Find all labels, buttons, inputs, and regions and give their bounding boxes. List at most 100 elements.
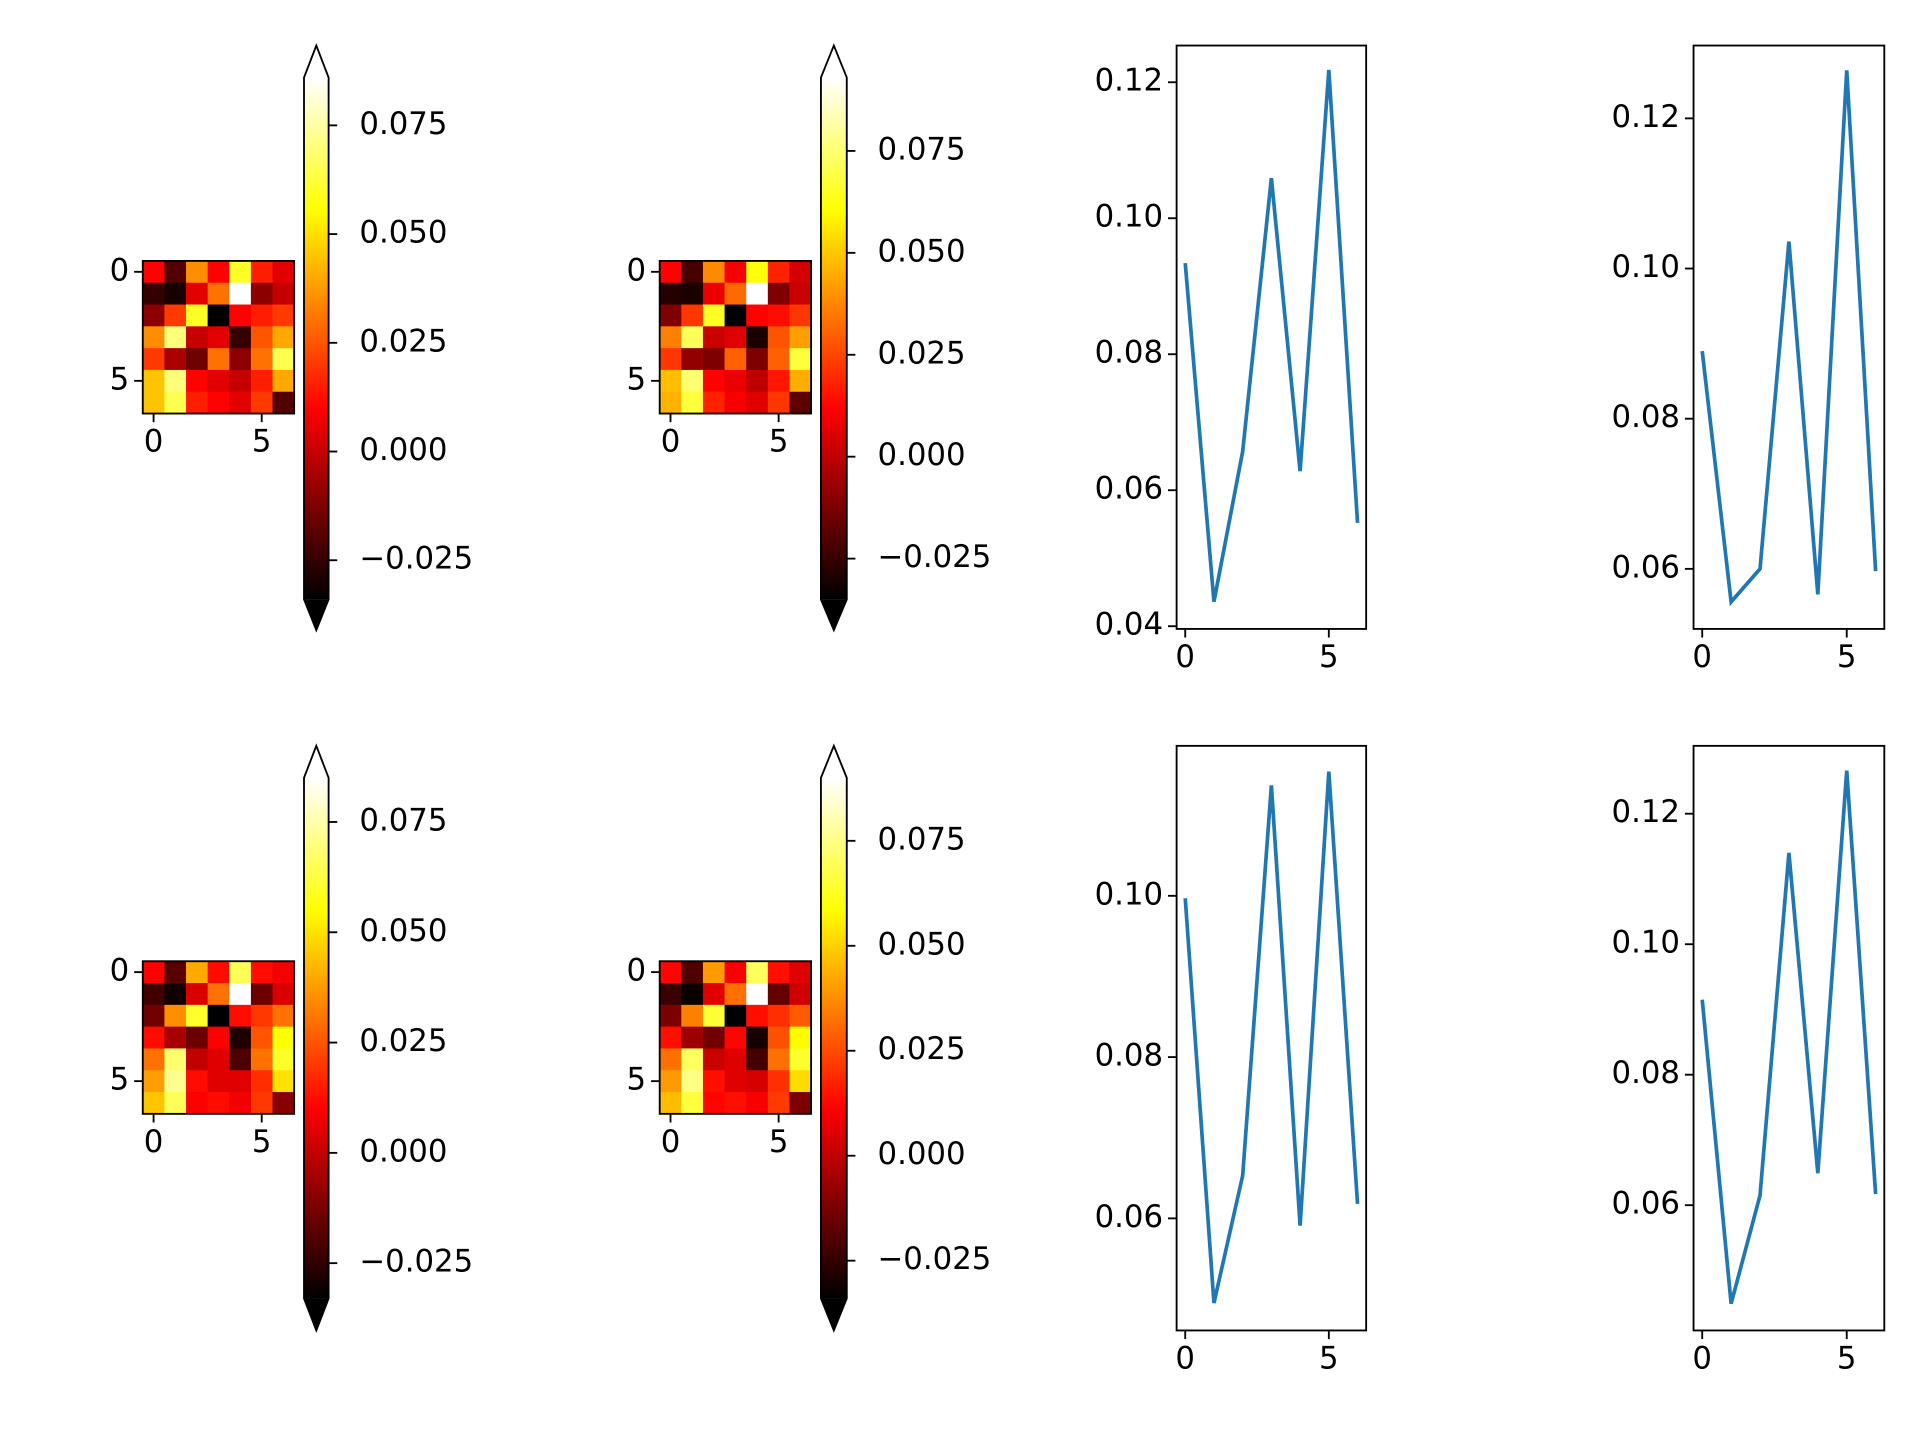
colorbar-extend bbox=[820, 745, 847, 778]
heatmap-cell bbox=[250, 260, 274, 284]
heatmap-cell bbox=[767, 326, 791, 349]
heatmap-cell bbox=[659, 1092, 682, 1115]
heatmap-cell bbox=[746, 1004, 769, 1028]
heatmap-cell bbox=[142, 260, 166, 284]
heatmap-cell bbox=[272, 260, 295, 284]
heatmap-cell bbox=[142, 1048, 166, 1071]
y-tick-label: 0.08 bbox=[1612, 399, 1680, 435]
heatmap-cell bbox=[746, 983, 769, 1006]
colorbar-tick-label: 0.075 bbox=[878, 821, 966, 857]
heatmap-cell bbox=[164, 391, 187, 415]
heatmap-cell bbox=[724, 1070, 747, 1093]
heatmap-cell bbox=[186, 348, 209, 371]
heatmap-cell bbox=[186, 369, 209, 393]
heatmap-cell bbox=[767, 1026, 791, 1050]
heatmap-cell bbox=[207, 348, 230, 371]
heatmap-cell bbox=[746, 391, 769, 415]
heatmap-cell bbox=[142, 1070, 166, 1093]
heatmap-cell bbox=[746, 1092, 769, 1115]
heatmap-cell bbox=[746, 282, 769, 306]
heatmap-cell bbox=[659, 326, 682, 349]
heatmap-cell bbox=[272, 1048, 295, 1071]
heatmap-cell bbox=[164, 369, 187, 393]
heatmap-cell bbox=[724, 961, 747, 984]
x-tick-label: 5 bbox=[252, 424, 272, 460]
colorbar-extend bbox=[304, 745, 329, 778]
heatmap-cell bbox=[250, 1004, 274, 1028]
colorbar-tick-label: 0.000 bbox=[359, 1133, 447, 1169]
heatmap-cell bbox=[207, 983, 230, 1006]
heatmap-cell bbox=[702, 1026, 726, 1050]
heatmap-cell bbox=[724, 1004, 747, 1028]
heatmap-cell bbox=[659, 391, 682, 415]
heatmap-cell bbox=[272, 326, 295, 349]
heatmap-cell bbox=[724, 348, 747, 371]
heatmap-cell bbox=[702, 282, 726, 306]
heatmap-cell bbox=[702, 961, 726, 984]
heatmap-cell bbox=[767, 1070, 791, 1093]
x-tick-label: 0 bbox=[1692, 1340, 1712, 1376]
x-tick-label: 0 bbox=[1175, 1340, 1195, 1376]
heatmap-cell bbox=[164, 1092, 187, 1115]
axes-frame bbox=[141, 960, 296, 1115]
heatmap-cell bbox=[724, 983, 747, 1006]
colorbar-extend bbox=[820, 45, 847, 78]
heatmap-cell bbox=[207, 1070, 230, 1093]
axes-frame bbox=[141, 260, 296, 415]
heatmap-cell bbox=[789, 961, 812, 984]
heatmap-cell bbox=[272, 282, 295, 306]
heatmap-cell bbox=[164, 304, 187, 327]
heatmap-cell bbox=[272, 961, 295, 984]
heatmap-cell bbox=[207, 391, 230, 415]
heatmap-cell bbox=[789, 348, 812, 371]
heatmap-cell bbox=[250, 1070, 274, 1093]
y-tick-label: 0.10 bbox=[1095, 876, 1163, 912]
axes-frame bbox=[1175, 44, 1368, 630]
x-tick-label: 0 bbox=[144, 1124, 164, 1160]
heatmap-cell bbox=[746, 348, 769, 371]
heatmap-cell bbox=[164, 326, 187, 349]
colorbar-extend bbox=[304, 599, 329, 631]
y-tick-label: 0.06 bbox=[1612, 1186, 1680, 1222]
heatmap-cell bbox=[746, 369, 769, 393]
heatmap-cell bbox=[229, 1048, 252, 1071]
axes-frame bbox=[1692, 744, 1886, 1332]
heatmap-cell bbox=[250, 304, 274, 327]
heatmap-cell bbox=[724, 369, 747, 393]
heatmap-cell bbox=[207, 326, 230, 349]
heatmap-cell bbox=[272, 1026, 295, 1050]
heatmap-cell bbox=[250, 326, 274, 349]
heatmap-cell bbox=[142, 983, 166, 1006]
heatmap-cell bbox=[186, 304, 209, 327]
heatmap-cell bbox=[207, 961, 230, 984]
x-tick-label: 5 bbox=[769, 424, 789, 460]
heatmap-cell bbox=[702, 348, 726, 371]
heatmap-cell bbox=[142, 1004, 166, 1028]
colorbar-extend bbox=[304, 1298, 329, 1331]
colorbar-tick-label: 0.025 bbox=[359, 1023, 447, 1059]
heatmap-cell bbox=[229, 304, 252, 327]
heatmap-cell bbox=[142, 1092, 166, 1115]
heatmap-cell bbox=[681, 1026, 704, 1050]
heatmap-cell bbox=[186, 1092, 209, 1115]
y-tick-label: 0 bbox=[627, 252, 647, 288]
colorbar-tick-label: −0.025 bbox=[359, 1244, 473, 1280]
heatmap-cell bbox=[702, 1092, 726, 1115]
heatmap-cell bbox=[250, 1026, 274, 1050]
heatmap-cell bbox=[272, 983, 295, 1006]
heatmap-cell bbox=[789, 983, 812, 1006]
heatmap-cell bbox=[702, 260, 726, 284]
heatmap-cell bbox=[789, 1070, 812, 1093]
heatmap-cell bbox=[659, 1048, 682, 1071]
heatmap-cell bbox=[681, 1070, 704, 1093]
heatmap-cell bbox=[142, 1026, 166, 1050]
heatmap-cell bbox=[746, 1048, 769, 1071]
x-tick-label: 0 bbox=[1175, 639, 1195, 675]
x-tick-label: 5 bbox=[252, 1124, 272, 1160]
x-tick-label: 5 bbox=[1319, 639, 1339, 675]
y-tick-label: 5 bbox=[627, 1062, 647, 1098]
heatmap-cell bbox=[724, 391, 747, 415]
heatmap-cell bbox=[659, 260, 682, 284]
y-tick-label: 0.04 bbox=[1095, 607, 1163, 643]
heatmap-cell bbox=[659, 1004, 682, 1028]
